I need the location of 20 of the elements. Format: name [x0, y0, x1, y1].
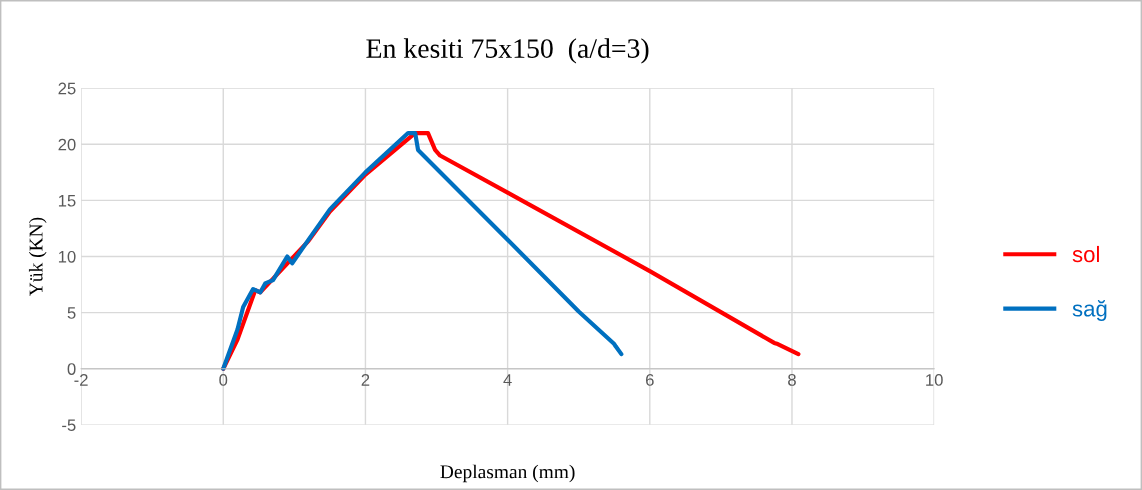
legend-label: sol [1072, 245, 1099, 263]
chart-title: En kesiti 75x150 (a/d=3) [366, 38, 649, 64]
x-tick-label: -2 [74, 374, 88, 386]
y-tick-label: 10 [58, 250, 76, 263]
y-tick-label: -5 [62, 419, 76, 432]
y-tick-label: 25 [58, 82, 76, 95]
legend-label: sağ [1072, 299, 1107, 321]
y-axis-title: Yük (KN) [28, 217, 47, 296]
line-series [221, 130, 624, 371]
y-tick-label: 0 [67, 363, 76, 375]
x-tick-label: 10 [926, 374, 943, 386]
x-tick-label: 6 [646, 374, 654, 386]
y-tick-label: 5 [67, 307, 76, 319]
x-tick-label: 4 [503, 374, 512, 386]
x-tick-label: 2 [361, 374, 370, 386]
y-tick-label: 20 [58, 138, 76, 151]
x-tick-label: 0 [219, 374, 228, 386]
x-axis-title: Deplasman (mm) [440, 464, 575, 483]
y-tick-label: 15 [58, 194, 76, 207]
x-tick-label: 8 [788, 374, 796, 386]
